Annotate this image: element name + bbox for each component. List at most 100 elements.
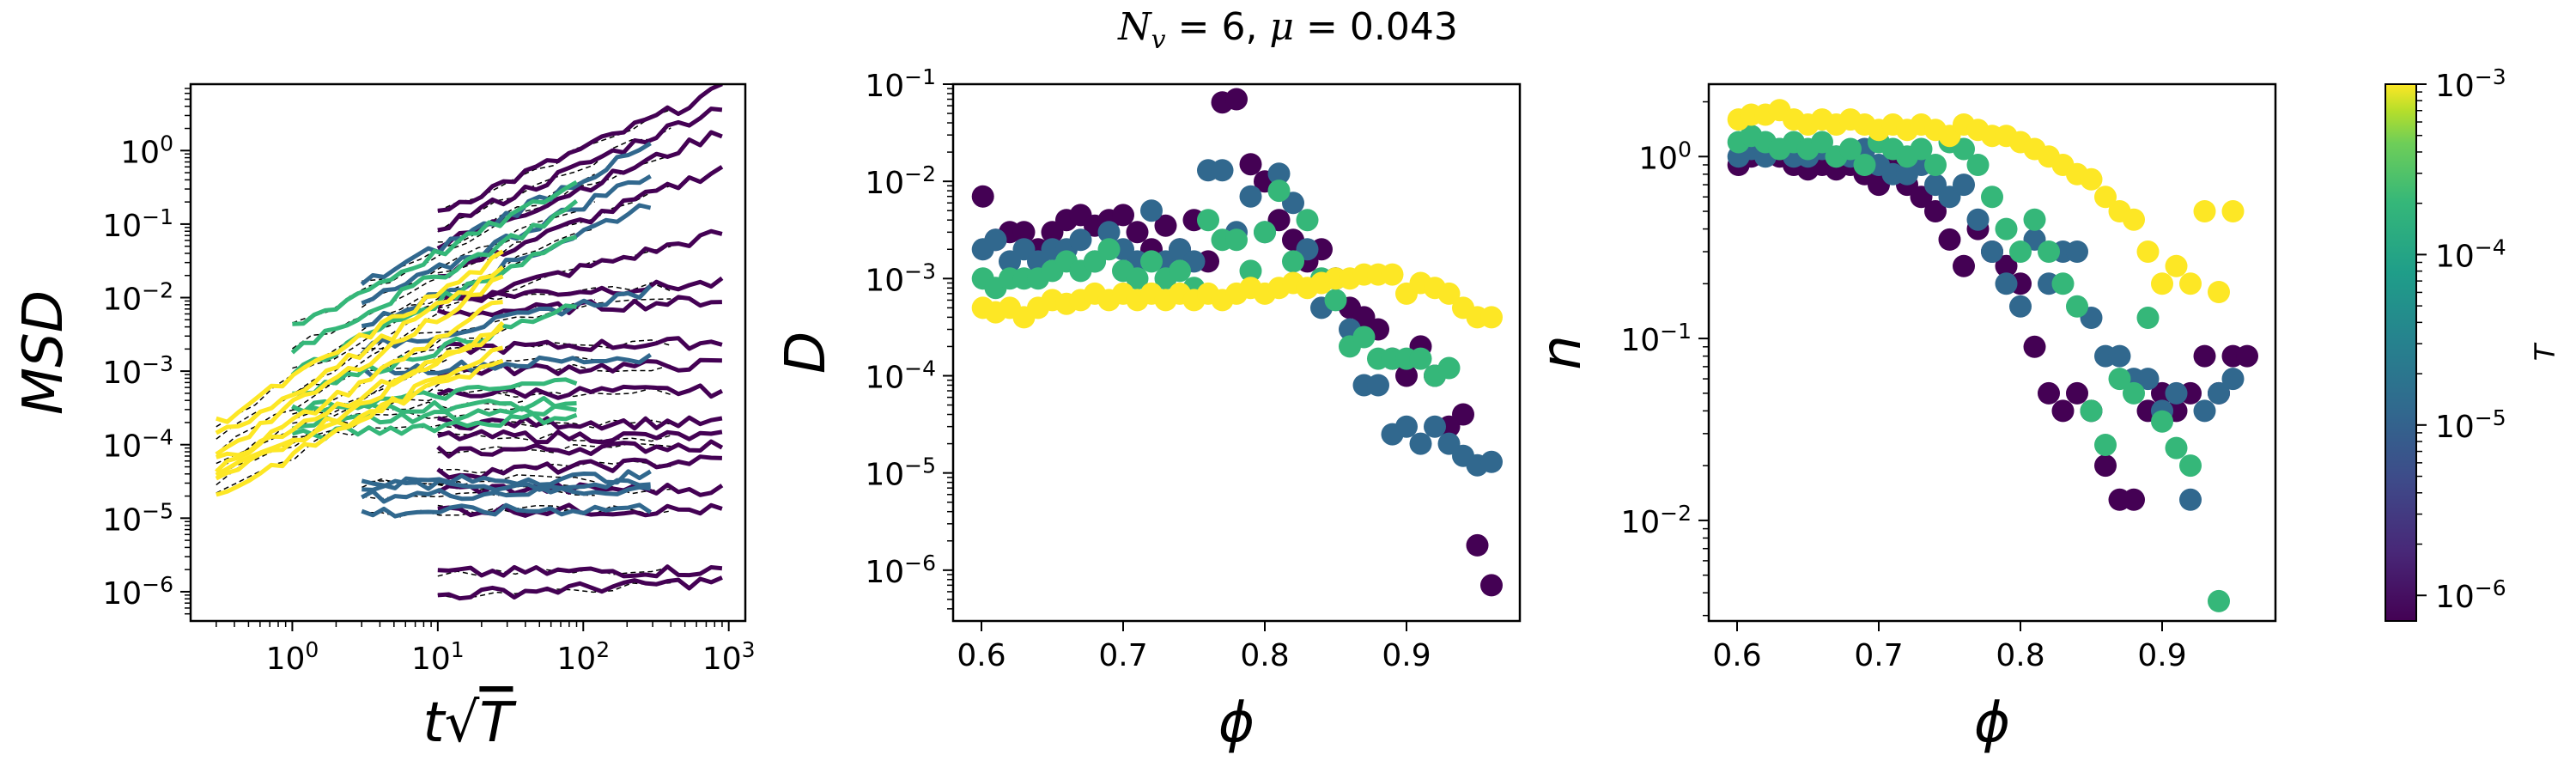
y-axis-label: D [775, 332, 838, 374]
fit-line [216, 295, 450, 440]
msd-curve [436, 482, 724, 497]
msd-curve [215, 300, 503, 474]
axes-frame [951, 82, 1522, 623]
title-suffix: = 0.043 [1294, 5, 1458, 49]
fit-line [361, 356, 595, 373]
y-tick-label: 10−1 [102, 204, 173, 244]
msd-curve [437, 575, 723, 601]
msd-curve [361, 484, 651, 504]
data-point [2136, 307, 2160, 329]
data-point [1140, 199, 1163, 222]
data-point [2151, 410, 2173, 433]
data-point [2009, 295, 2032, 318]
fit-line [361, 474, 595, 489]
data-point [2208, 281, 2230, 303]
scatter-points [971, 88, 1503, 597]
data-point [1409, 347, 1432, 370]
data-point [2208, 589, 2230, 612]
colorbar-tick-label: 10−5 [2435, 405, 2506, 445]
y-tick-label: 10−6 [865, 550, 936, 590]
msd-curve [437, 276, 724, 303]
data-point [2080, 167, 2103, 191]
msd-curve [292, 180, 578, 326]
data-point [2193, 200, 2216, 222]
y-tick-label: 10−4 [102, 424, 173, 465]
msd-curve [437, 84, 723, 213]
data-point [2208, 381, 2230, 405]
x-tick-label: 100 [266, 637, 319, 678]
y-axis-label: n [1530, 335, 1594, 370]
data-point [1480, 450, 1503, 473]
fit-line [437, 363, 671, 377]
data-point [1169, 259, 1191, 283]
data-point [1995, 254, 2018, 277]
y-tick-label: 10−4 [865, 356, 936, 396]
data-point [1910, 137, 1933, 161]
data-point [1069, 228, 1092, 252]
fit-line [437, 419, 671, 429]
data-point [1225, 88, 1248, 111]
fit-line [437, 460, 671, 474]
x-tick-label: 103 [702, 637, 756, 678]
colorbar-tick-label: 10−3 [2435, 64, 2506, 105]
msd-curve [437, 564, 723, 579]
msd-curve [360, 141, 652, 286]
data-point [2094, 454, 2117, 478]
msd-curve [215, 265, 505, 435]
data-point [2108, 368, 2131, 391]
y-tick-label: 10−2 [102, 277, 173, 318]
fit-line [216, 332, 450, 471]
data-point [1126, 221, 1149, 244]
msd-curve [215, 274, 504, 456]
data-point [2038, 381, 2060, 405]
msd-curve [437, 429, 723, 445]
data-point [1938, 228, 1961, 251]
x-axis-label: ϕ [1974, 691, 2010, 755]
data-point [1953, 137, 1975, 161]
colorbar-tick-label: 10−6 [2435, 575, 2506, 616]
data-point [2123, 208, 2145, 231]
colorbar: 10−3 10−4 10−5 10−6 T [2385, 64, 2561, 622]
data-point [1437, 282, 1461, 305]
data-point [1097, 221, 1121, 244]
fit-line [437, 504, 671, 516]
data-point [2179, 488, 2202, 511]
data-point [2038, 240, 2060, 263]
data-point [2193, 399, 2216, 423]
data-point [1239, 185, 1262, 208]
data-point [1126, 267, 1149, 290]
msd-curve [361, 502, 652, 519]
data-point [1811, 131, 1833, 154]
y-tick-label: 10−3 [865, 259, 936, 299]
msd-curve [436, 357, 722, 378]
data-point [1197, 209, 1219, 232]
msd-curve [290, 198, 579, 355]
data-point [2136, 368, 2160, 391]
scatter-points [1727, 99, 2258, 612]
data-point [2051, 399, 2075, 423]
data-point [1239, 153, 1262, 176]
data-point [1154, 214, 1177, 237]
data-point [1267, 180, 1291, 203]
msd-curve [215, 358, 504, 478]
data-point [1981, 186, 2003, 209]
data-point [2221, 368, 2245, 391]
data-point [2066, 240, 2088, 263]
data-point [2221, 200, 2245, 222]
exponent-panel: 10−2 10−1 100 0.6 0.7 0.8 0.9 ϕ n [1530, 82, 2277, 755]
title-mid: = 6, [1165, 5, 1270, 49]
data-point [2165, 254, 2188, 277]
x-tick-label: 0.6 [957, 638, 1005, 673]
figure-title: Nv = 6, μ = 0.043 [0, 5, 2576, 55]
data-point [2108, 344, 2131, 368]
x-tick-label: 0.7 [1098, 638, 1147, 673]
msd-curve [436, 383, 724, 400]
x-tick-label: 0.9 [2137, 638, 2186, 673]
msd-curve [361, 478, 651, 492]
data-point [1254, 221, 1276, 244]
x-tick-label: 0.9 [1382, 638, 1431, 673]
data-point [2165, 436, 2188, 460]
data-point [2179, 454, 2202, 478]
data-point [2009, 240, 2032, 263]
